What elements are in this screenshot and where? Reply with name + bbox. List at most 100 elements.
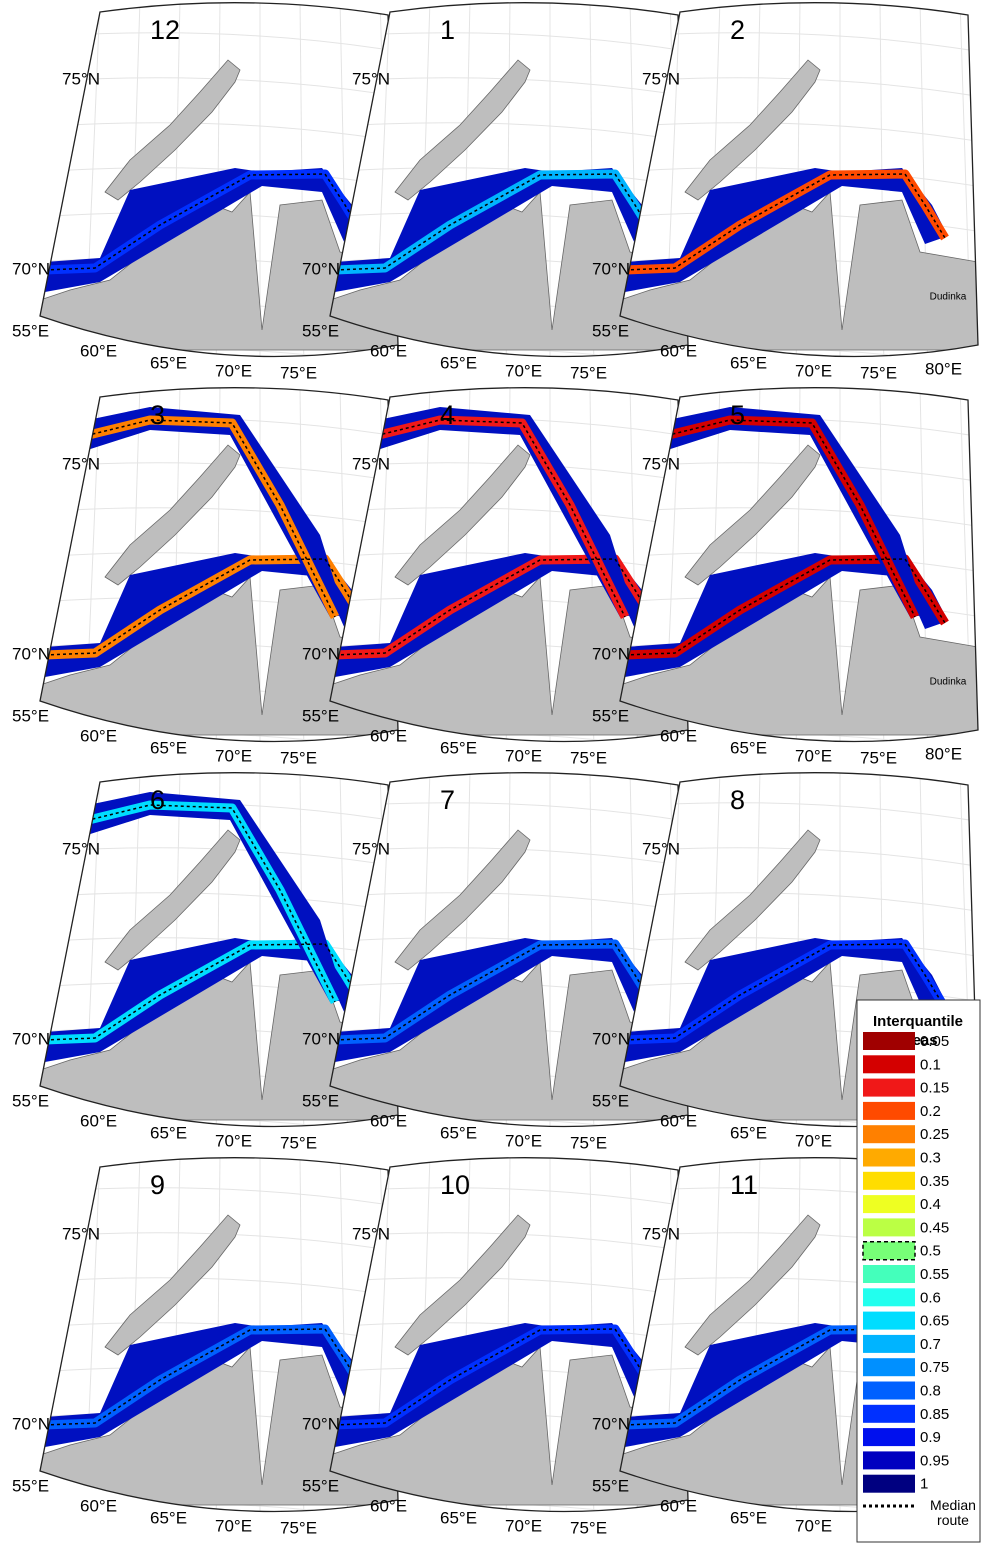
lon-label: 65°E <box>440 353 477 372</box>
panel-label: 5 <box>730 400 745 430</box>
panel-label: 10 <box>440 1170 470 1200</box>
lon-label: 65°E <box>440 738 477 757</box>
legend-swatch <box>863 1475 915 1493</box>
panel-label: 4 <box>440 400 455 430</box>
panel-label: 8 <box>730 785 745 815</box>
legend-label: 0.05 <box>920 1033 949 1050</box>
lon-label: 70°E <box>215 361 252 380</box>
legend-label: 0.6 <box>920 1289 941 1306</box>
lon-label: 70°E <box>505 1516 542 1535</box>
lon-label: 60°E <box>80 341 117 360</box>
legend-swatch <box>863 1242 915 1260</box>
legend-label: 0.85 <box>920 1406 949 1423</box>
lon-label: 60°E <box>370 726 407 745</box>
lon-label: 55°E <box>592 706 629 725</box>
legend-swatch <box>863 1149 915 1167</box>
lon-label: 75°E <box>280 1133 317 1152</box>
lon-label: 80°E <box>925 359 962 378</box>
legend-swatch <box>863 1288 915 1306</box>
lon-label: 60°E <box>370 341 407 360</box>
legend-label: 0.75 <box>920 1359 949 1376</box>
lon-label: 55°E <box>302 321 339 340</box>
lon-label: 60°E <box>370 1496 407 1515</box>
lon-label: 55°E <box>302 1091 339 1110</box>
lon-label: 65°E <box>730 738 767 757</box>
lon-label: 70°E <box>215 1131 252 1150</box>
lat-label: 70°N <box>302 644 340 663</box>
legend-label: 0.95 <box>920 1452 949 1469</box>
lon-label: 65°E <box>150 353 187 372</box>
lon-label: 55°E <box>302 1476 339 1495</box>
legend-median-line-text: route <box>937 1512 969 1528</box>
panel-label: 1 <box>440 15 455 45</box>
legend-swatch <box>863 1265 915 1283</box>
lat-label: 75°N <box>62 69 100 88</box>
place-label: Dudinka <box>930 677 967 688</box>
lat-label: 75°N <box>642 839 680 858</box>
lon-label: 65°E <box>440 1508 477 1527</box>
legend-label: 0.25 <box>920 1126 949 1143</box>
lat-label: 75°N <box>62 1224 100 1243</box>
lon-label: 75°E <box>570 1133 607 1152</box>
legend: Interquantileareas0.050.10.150.20.250.30… <box>857 1000 980 1542</box>
lon-label: 75°E <box>280 748 317 767</box>
lat-label: 75°N <box>62 839 100 858</box>
legend-label: 0.2 <box>920 1103 941 1120</box>
lon-label: 55°E <box>302 706 339 725</box>
panel-label: 2 <box>730 15 745 45</box>
lon-label: 55°E <box>12 1091 49 1110</box>
legend-label: 0.7 <box>920 1336 941 1353</box>
legend-swatch <box>863 1428 915 1446</box>
lon-label: 75°E <box>860 748 897 767</box>
lon-label: 65°E <box>730 1123 767 1142</box>
legend-label: 0.45 <box>920 1219 949 1236</box>
lat-label: 75°N <box>352 1224 390 1243</box>
legend-label: 0.1 <box>920 1056 941 1073</box>
place-label: Dudinka <box>930 292 967 303</box>
lat-label: 70°N <box>12 1029 50 1048</box>
lon-label: 70°E <box>505 1131 542 1150</box>
lon-label: 70°E <box>795 361 832 380</box>
legend-swatch <box>863 1125 915 1143</box>
legend-swatch <box>863 1335 915 1353</box>
lon-label: 65°E <box>150 738 187 757</box>
lat-label: 70°N <box>302 1029 340 1048</box>
lon-label: 60°E <box>660 341 697 360</box>
panel-label: 6 <box>150 785 165 815</box>
legend-swatch <box>863 1218 915 1236</box>
lon-label: 65°E <box>150 1123 187 1142</box>
panel-label: 3 <box>150 400 165 430</box>
lon-label: 70°E <box>215 746 252 765</box>
legend-label: 0.8 <box>920 1382 941 1399</box>
figure: 1275°N70°N55°E60°E65°E70°E75°E175°N70°N5… <box>0 0 981 1543</box>
lon-label: 55°E <box>12 706 49 725</box>
lat-label: 75°N <box>62 454 100 473</box>
lon-label: 60°E <box>660 1496 697 1515</box>
legend-swatch <box>863 1079 915 1097</box>
legend-label: 0.55 <box>920 1266 949 1283</box>
panel-label: 7 <box>440 785 455 815</box>
lon-label: 65°E <box>150 1508 187 1527</box>
legend-swatch <box>863 1382 915 1400</box>
lat-label: 75°N <box>352 454 390 473</box>
lat-label: 70°N <box>12 259 50 278</box>
lat-label: 70°N <box>302 259 340 278</box>
lat-label: 70°N <box>12 1414 50 1433</box>
lon-label: 75°E <box>280 363 317 382</box>
lon-label: 60°E <box>660 1111 697 1130</box>
lon-label: 55°E <box>592 1476 629 1495</box>
lon-label: 70°E <box>795 746 832 765</box>
lat-label: 70°N <box>302 1414 340 1433</box>
lon-label: 75°E <box>860 363 897 382</box>
lat-label: 70°N <box>12 644 50 663</box>
lon-label: 70°E <box>505 361 542 380</box>
legend-swatch <box>863 1358 915 1376</box>
lon-label: 75°E <box>280 1518 317 1537</box>
lon-label: 55°E <box>12 321 49 340</box>
legend-swatch <box>863 1055 915 1073</box>
lon-label: 55°E <box>592 321 629 340</box>
panel-label: 11 <box>730 1170 758 1200</box>
legend-label: 0.3 <box>920 1149 941 1166</box>
lon-label: 70°E <box>795 1516 832 1535</box>
lon-label: 60°E <box>370 1111 407 1130</box>
